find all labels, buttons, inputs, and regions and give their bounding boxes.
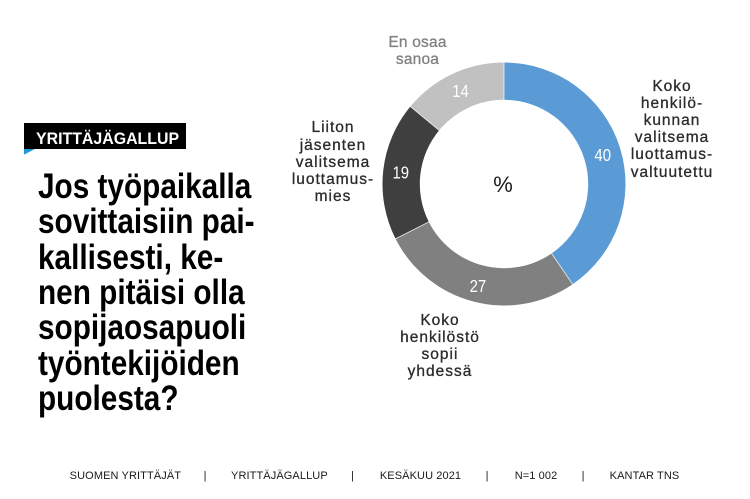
- svg-text:%: %: [493, 172, 513, 197]
- svg-text:19: 19: [393, 163, 410, 182]
- svg-text:14: 14: [452, 82, 469, 101]
- svg-text:40: 40: [594, 146, 611, 165]
- svg-text:27: 27: [470, 277, 487, 296]
